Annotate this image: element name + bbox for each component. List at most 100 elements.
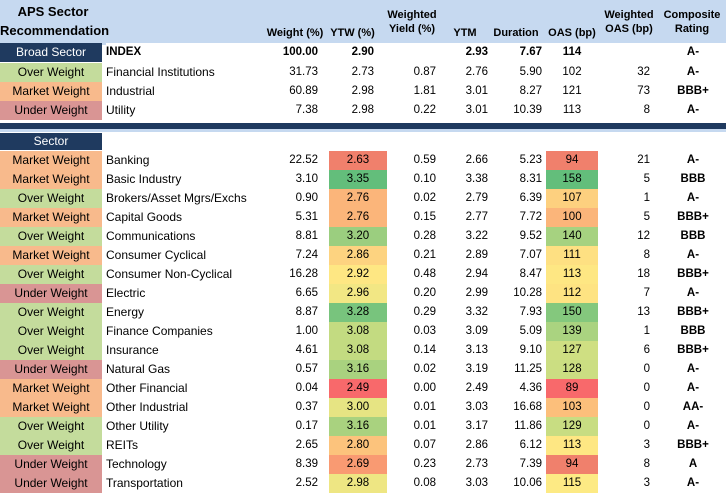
- sector-row: Over Weight Finance Companies 1.00 3.08 0.03…: [0, 322, 726, 341]
- cell-ytw: 2.69: [329, 455, 387, 474]
- recommendation-badge: Under Weight: [0, 360, 102, 379]
- cell-oas: 89: [546, 379, 598, 398]
- cell-ytw: 2.76: [329, 189, 387, 208]
- cell-woas: [600, 43, 650, 62]
- sector-row: Over Weight Consumer Non-Cyclical 16.28 2.9…: [0, 265, 726, 284]
- cell-wy: 0.01: [413, 401, 436, 413]
- cell-ytm: 2.99: [465, 287, 488, 299]
- recommendation-badge: Under Weight: [0, 474, 102, 493]
- cell-woas: 8: [643, 458, 650, 470]
- cell-ytm: 3.01: [465, 85, 488, 97]
- cell-dur: 5.23: [519, 154, 542, 166]
- sector-row: Market Weight Capital Goods 5.31 2.76 0.15 2.…: [0, 208, 726, 227]
- cell-oas: 121: [562, 85, 582, 97]
- recommendation-badge: Under Weight: [0, 101, 102, 120]
- cell-dur: 6.39: [519, 192, 542, 204]
- cell-rat: A-: [686, 46, 700, 58]
- cell-ytw: 2.63: [329, 151, 387, 170]
- cell-dur: 7.72: [519, 211, 542, 223]
- cell-dur: 10.28: [513, 287, 542, 299]
- cell-wy: 0.87: [413, 66, 436, 78]
- cell-w: 8.87: [295, 306, 318, 318]
- cell-dur: 7.67: [519, 46, 542, 58]
- cell-ytm: 2.49: [465, 382, 488, 394]
- cell-ytm: 3.22: [465, 230, 488, 242]
- recommendation-badge: Broad Sector: [0, 43, 102, 62]
- cell-rat: A-: [686, 382, 700, 394]
- recommendation-badge: Market Weight: [0, 246, 102, 265]
- recommendation-badge: Market Weight: [0, 151, 102, 170]
- cell-ytw: 2.80: [329, 436, 387, 455]
- sector-name: INDEX: [106, 46, 142, 58]
- cell-wy: 1.81: [413, 85, 436, 97]
- sector-name: Communications: [106, 229, 196, 243]
- cell-rat: A-: [686, 287, 700, 299]
- cell-woas: 1: [643, 192, 650, 204]
- cell-ytw: 2.76: [329, 208, 387, 227]
- cell-dur: 10.39: [513, 104, 542, 116]
- table-title: APS Sector Recommendation: [0, 0, 109, 45]
- cell-rat: BBB+: [677, 306, 709, 318]
- broad-sector-row: Under Weight Utility 7.38 2.98 0.22 3.01 10.39…: [0, 101, 726, 120]
- cell-woas: 0: [643, 401, 650, 413]
- cell-w: 100.00: [282, 46, 318, 58]
- sector-name: Transportation: [106, 476, 183, 490]
- sector-name: Other Financial: [106, 381, 188, 395]
- section-divider-light: [0, 129, 726, 132]
- sector-row: Over Weight Communications 8.81 3.20 0.28 3.2…: [0, 227, 726, 246]
- cell-w: 2.65: [295, 439, 318, 451]
- cell-wy: 0.28: [413, 230, 436, 242]
- sector-name: Industrial: [106, 84, 155, 98]
- cell-ytm: 2.73: [465, 458, 488, 470]
- cell-dur: 10.06: [513, 477, 542, 489]
- cell-ytw: 2.90: [351, 46, 374, 58]
- cell-oas: 112: [546, 284, 598, 303]
- cell-ytw: 2.86: [329, 246, 387, 265]
- cell-dur: 7.39: [519, 458, 542, 470]
- cell-ytw: 2.92: [329, 265, 387, 284]
- cell-ytw: 2.96: [329, 284, 387, 303]
- cell-wy: 0.20: [413, 287, 436, 299]
- cell-dur: 7.07: [519, 249, 542, 261]
- cell-ytm: 3.01: [465, 104, 488, 116]
- cell-ytw: 2.98: [329, 474, 387, 493]
- sector-section-label: Sector: [0, 133, 102, 150]
- cell-w: 0.90: [295, 192, 318, 204]
- cell-wy: 0.01: [413, 420, 436, 432]
- sector-name: Basic Industry: [106, 172, 182, 186]
- recommendation-badge: Over Weight: [0, 341, 102, 360]
- cell-woas: 5: [643, 173, 650, 185]
- cell-woas: 73: [637, 85, 650, 97]
- sector-row: Market Weight Consumer Cyclical 7.24 2.86 0.…: [0, 246, 726, 265]
- cell-ytm: 3.03: [465, 477, 488, 489]
- sector-row: Under Weight Technology 8.39 2.69 0.23 2.73 7.…: [0, 455, 726, 474]
- cell-woas: 18: [637, 268, 650, 280]
- cell-woas: 0: [643, 420, 650, 432]
- cell-ytm: 2.86: [465, 439, 488, 451]
- cell-w: 7.38: [295, 104, 318, 116]
- cell-rat: BBB: [680, 325, 706, 337]
- section-divider: [0, 123, 726, 129]
- cell-rat: BBB+: [677, 211, 709, 223]
- cell-woas: 3: [643, 439, 650, 451]
- cell-wy: 0.48: [413, 268, 436, 280]
- cell-rat: BBB: [680, 173, 706, 185]
- recommendation-badge: Over Weight: [0, 436, 102, 455]
- cell-w: 16.28: [289, 268, 318, 280]
- cell-wy: 0.23: [413, 458, 436, 470]
- cell-oas: 103: [546, 398, 598, 417]
- cell-woas: 3: [643, 477, 650, 489]
- sector-name: Consumer Cyclical: [106, 248, 207, 262]
- cell-ytm: 2.66: [465, 154, 488, 166]
- recommendation-badge: Under Weight: [0, 284, 102, 303]
- cell-w: 0.04: [295, 382, 318, 394]
- cell-w: 5.31: [295, 211, 318, 223]
- column-header-weight: Weight (%): [266, 27, 324, 39]
- recommendation-badge: Under Weight: [0, 455, 102, 474]
- sector-name: Utility: [106, 103, 136, 117]
- recommendation-badge: Over Weight: [0, 265, 102, 284]
- broad-sector-row: Over Weight Financial Institutions 31.73 2.…: [0, 63, 726, 82]
- cell-dur: 11.86: [514, 420, 542, 432]
- cell-dur: 4.36: [519, 382, 542, 394]
- sector-name: Financial Institutions: [106, 65, 215, 79]
